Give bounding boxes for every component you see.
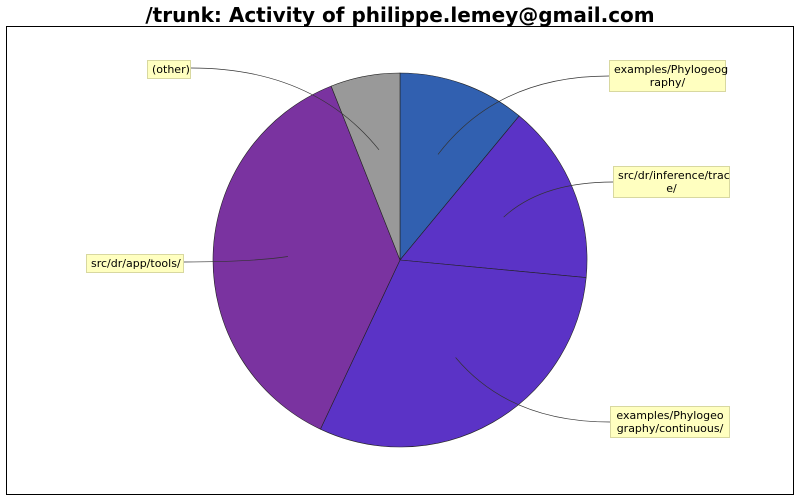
leader-line-other: [190, 67, 380, 151]
slice-label-examples-phylogeography: examples/Phylogeog raphy/: [609, 60, 728, 92]
pie-slice-other: [330, 72, 401, 261]
slice-label-other: (other): [147, 60, 191, 79]
leader-line-examples-phylogeography: [437, 75, 610, 155]
chart-title: /trunk: Activity of philippe.lemey@gmail…: [145, 3, 655, 27]
leader-line-src-dr-app-tools: [183, 256, 288, 263]
leader-line-examples-phylogeography-continuous: [455, 357, 611, 423]
slice-label-src-dr-inference-trace: src/dr/inference/trac e/: [613, 166, 730, 198]
pie-slice-src-dr-app-tools: [212, 85, 401, 430]
pie-slice-examples-phylogeography-continuous: [319, 259, 587, 448]
leader-line-src-dr-inference-trace: [503, 181, 614, 218]
pie-slice-src-dr-inference-trace: [399, 115, 588, 278]
pie-slice-examples-phylogeography: [399, 72, 520, 261]
slice-label-examples-phylogeography-continuous: examples/Phylogeo graphy/continuous/: [610, 406, 730, 438]
slice-label-src-dr-app-tools: src/dr/app/tools/: [86, 254, 184, 273]
